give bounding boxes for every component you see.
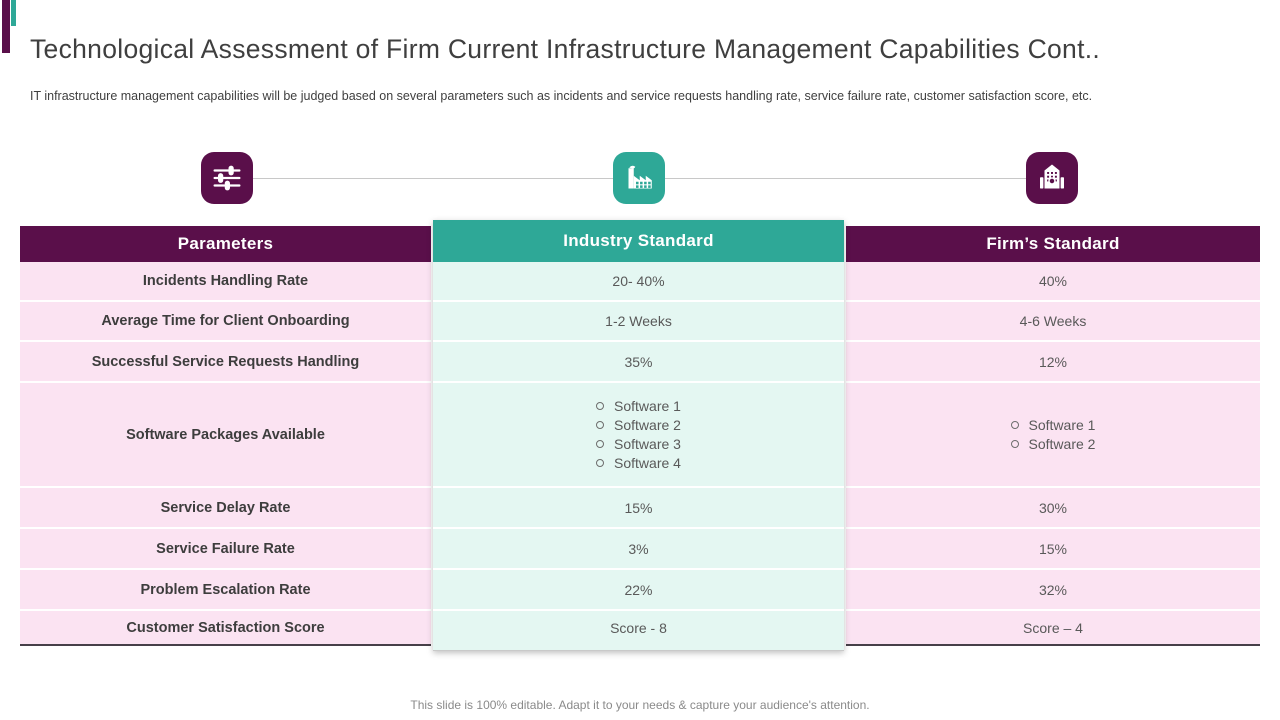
param-incidents-handling-rate: Incidents Handling Rate <box>20 262 431 302</box>
connector-line-left <box>253 178 613 179</box>
firm-problem-escalation-rate: 32% <box>846 570 1260 611</box>
header-industry-standard: Industry Standard <box>433 220 844 262</box>
table-column-firms-standard: Firm’s Standard 40% 4-6 Weeks 12% Softwa… <box>846 226 1260 646</box>
firm-service-failure-rate: 15% <box>846 529 1260 570</box>
page-title: Technological Assessment of Firm Current… <box>30 34 1101 64</box>
circle-bullet-icon <box>1010 421 1019 429</box>
header-parameters: Parameters <box>20 226 431 262</box>
table-column-parameters: Parameters Incidents Handling Rate Avera… <box>20 226 431 646</box>
list-item-label: Software 4 <box>614 454 681 471</box>
list-item-label: Software 1 <box>614 397 681 414</box>
header-firms-standard: Firm’s Standard <box>846 226 1260 262</box>
list-item: Software 1 <box>596 397 681 416</box>
industry-service-delay-rate: 15% <box>433 488 844 529</box>
connector-line-right <box>665 178 1026 179</box>
circle-bullet-icon <box>596 421 605 429</box>
editable-note: This slide is 100% editable. Adapt it to… <box>410 698 870 712</box>
list-item: Software 3 <box>596 435 681 454</box>
firm-software-packages: Software 1 Software 2 <box>846 383 1260 488</box>
sliders-icon <box>201 152 253 204</box>
param-customer-satisfaction-score: Customer Satisfaction Score <box>20 611 431 644</box>
circle-bullet-icon <box>596 459 605 467</box>
list-item-label: Software 2 <box>614 416 681 433</box>
circle-bullet-icon <box>596 402 605 410</box>
page-subtitle: IT infrastructure management capabilitie… <box>30 89 1093 103</box>
firm-customer-satisfaction-score: Score – 4 <box>846 611 1260 644</box>
list-item: Software 1 <box>1010 416 1096 435</box>
building-user-icon <box>1026 152 1078 204</box>
industry-software-list: Software 1 Software 2 Software 3 Softwar… <box>596 397 681 473</box>
industry-customer-satisfaction-score: Score - 8 <box>433 611 844 644</box>
list-item-label: Software 2 <box>1028 435 1096 452</box>
param-service-delay-rate: Service Delay Rate <box>20 488 431 529</box>
list-item: Software 2 <box>1010 435 1096 454</box>
list-item-label: Software 1 <box>1028 416 1096 433</box>
accent-bar-purple <box>2 0 10 53</box>
industry-average-time-client-onboarding: 1-2 Weeks <box>433 302 844 342</box>
accent-bar-teal <box>11 0 16 26</box>
circle-bullet-icon <box>1010 440 1019 448</box>
circle-bullet-icon <box>596 440 605 448</box>
industry-successful-service-requests: 35% <box>433 342 844 383</box>
param-average-time-client-onboarding: Average Time for Client Onboarding <box>20 302 431 342</box>
param-successful-service-requests: Successful Service Requests Handling <box>20 342 431 383</box>
list-item: Software 2 <box>596 416 681 435</box>
firm-incidents-handling-rate: 40% <box>846 262 1260 302</box>
industry-service-failure-rate: 3% <box>433 529 844 570</box>
param-software-packages-available: Software Packages Available <box>20 383 431 488</box>
table-column-industry-standard: Industry Standard 20- 40% 1-2 Weeks 35% … <box>433 220 844 651</box>
firm-software-list: Software 1 Software 2 <box>1010 416 1096 454</box>
list-item: Software 4 <box>596 454 681 473</box>
industry-problem-escalation-rate: 22% <box>433 570 844 611</box>
param-service-failure-rate: Service Failure Rate <box>20 529 431 570</box>
list-item-label: Software 3 <box>614 435 681 452</box>
param-problem-escalation-rate: Problem Escalation Rate <box>20 570 431 611</box>
firm-successful-service-requests: 12% <box>846 342 1260 383</box>
industry-incidents-handling-rate: 20- 40% <box>433 262 844 302</box>
firm-service-delay-rate: 30% <box>846 488 1260 529</box>
industry-software-packages: Software 1 Software 2 Software 3 Softwar… <box>433 383 844 488</box>
firm-average-time-client-onboarding: 4-6 Weeks <box>846 302 1260 342</box>
factory-icon <box>613 152 665 204</box>
